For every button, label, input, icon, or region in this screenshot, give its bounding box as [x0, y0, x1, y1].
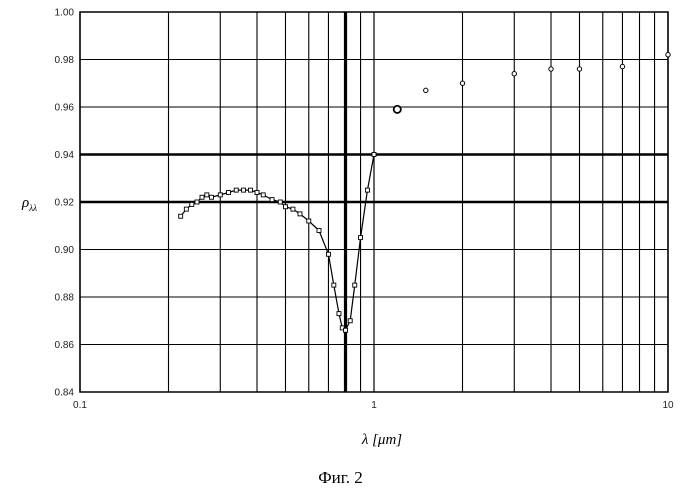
y-tick-label: 1.00 [55, 8, 75, 19]
y-tick-label: 0.86 [55, 340, 75, 351]
y-tick-label: 0.84 [55, 388, 75, 399]
data-point [394, 106, 401, 113]
data-point [460, 81, 464, 85]
data-point [666, 53, 670, 57]
data-point [190, 202, 194, 206]
y-tick-label: 0.96 [55, 103, 75, 114]
data-point [620, 64, 624, 68]
data-point [326, 252, 330, 256]
data-point [255, 191, 259, 195]
data-point [261, 193, 265, 197]
data-point [270, 198, 274, 202]
data-point [242, 188, 246, 192]
data-point [372, 153, 376, 157]
data-point [278, 200, 282, 204]
data-point [283, 205, 287, 209]
series-layer [179, 53, 671, 333]
y-tick-label: 0.94 [55, 150, 75, 161]
data-point [234, 188, 238, 192]
y-axis-title: ρλλ [21, 195, 37, 213]
data-point [218, 193, 222, 197]
figure-caption: Фиг. 2 [0, 468, 681, 488]
data-point [205, 193, 209, 197]
y-tick-label: 0.88 [55, 293, 75, 304]
data-point [291, 207, 295, 211]
data-point [227, 191, 231, 195]
data-point [184, 207, 188, 211]
data-point [577, 67, 581, 71]
data-point [348, 319, 352, 323]
series-2 [394, 53, 671, 113]
data-point [365, 188, 369, 192]
x-tick-label: 10 [662, 400, 674, 411]
data-point [359, 236, 363, 240]
data-point [424, 88, 428, 92]
y-axis-title-sub: λλ [28, 203, 37, 213]
data-point [209, 195, 213, 199]
y-tick-label: 0.92 [55, 198, 75, 209]
y-tick-label: 0.90 [55, 245, 75, 256]
data-point [298, 212, 302, 216]
data-point [179, 214, 183, 218]
data-point [200, 195, 204, 199]
data-point [353, 283, 357, 287]
x-tick-label: 1 [371, 400, 377, 411]
data-point [549, 67, 553, 71]
data-point [248, 188, 252, 192]
x-axis-title: λ [μm] [361, 432, 402, 448]
y-axis-title-main: ρ [21, 195, 29, 211]
x-tick-label: 0.1 [73, 400, 87, 411]
data-point [344, 328, 348, 332]
data-point [307, 219, 311, 223]
data-point [512, 72, 516, 76]
data-point [332, 283, 336, 287]
data-point [195, 200, 199, 204]
y-tick-label: 0.98 [55, 55, 75, 66]
data-point [317, 229, 321, 233]
data-point [337, 312, 341, 316]
